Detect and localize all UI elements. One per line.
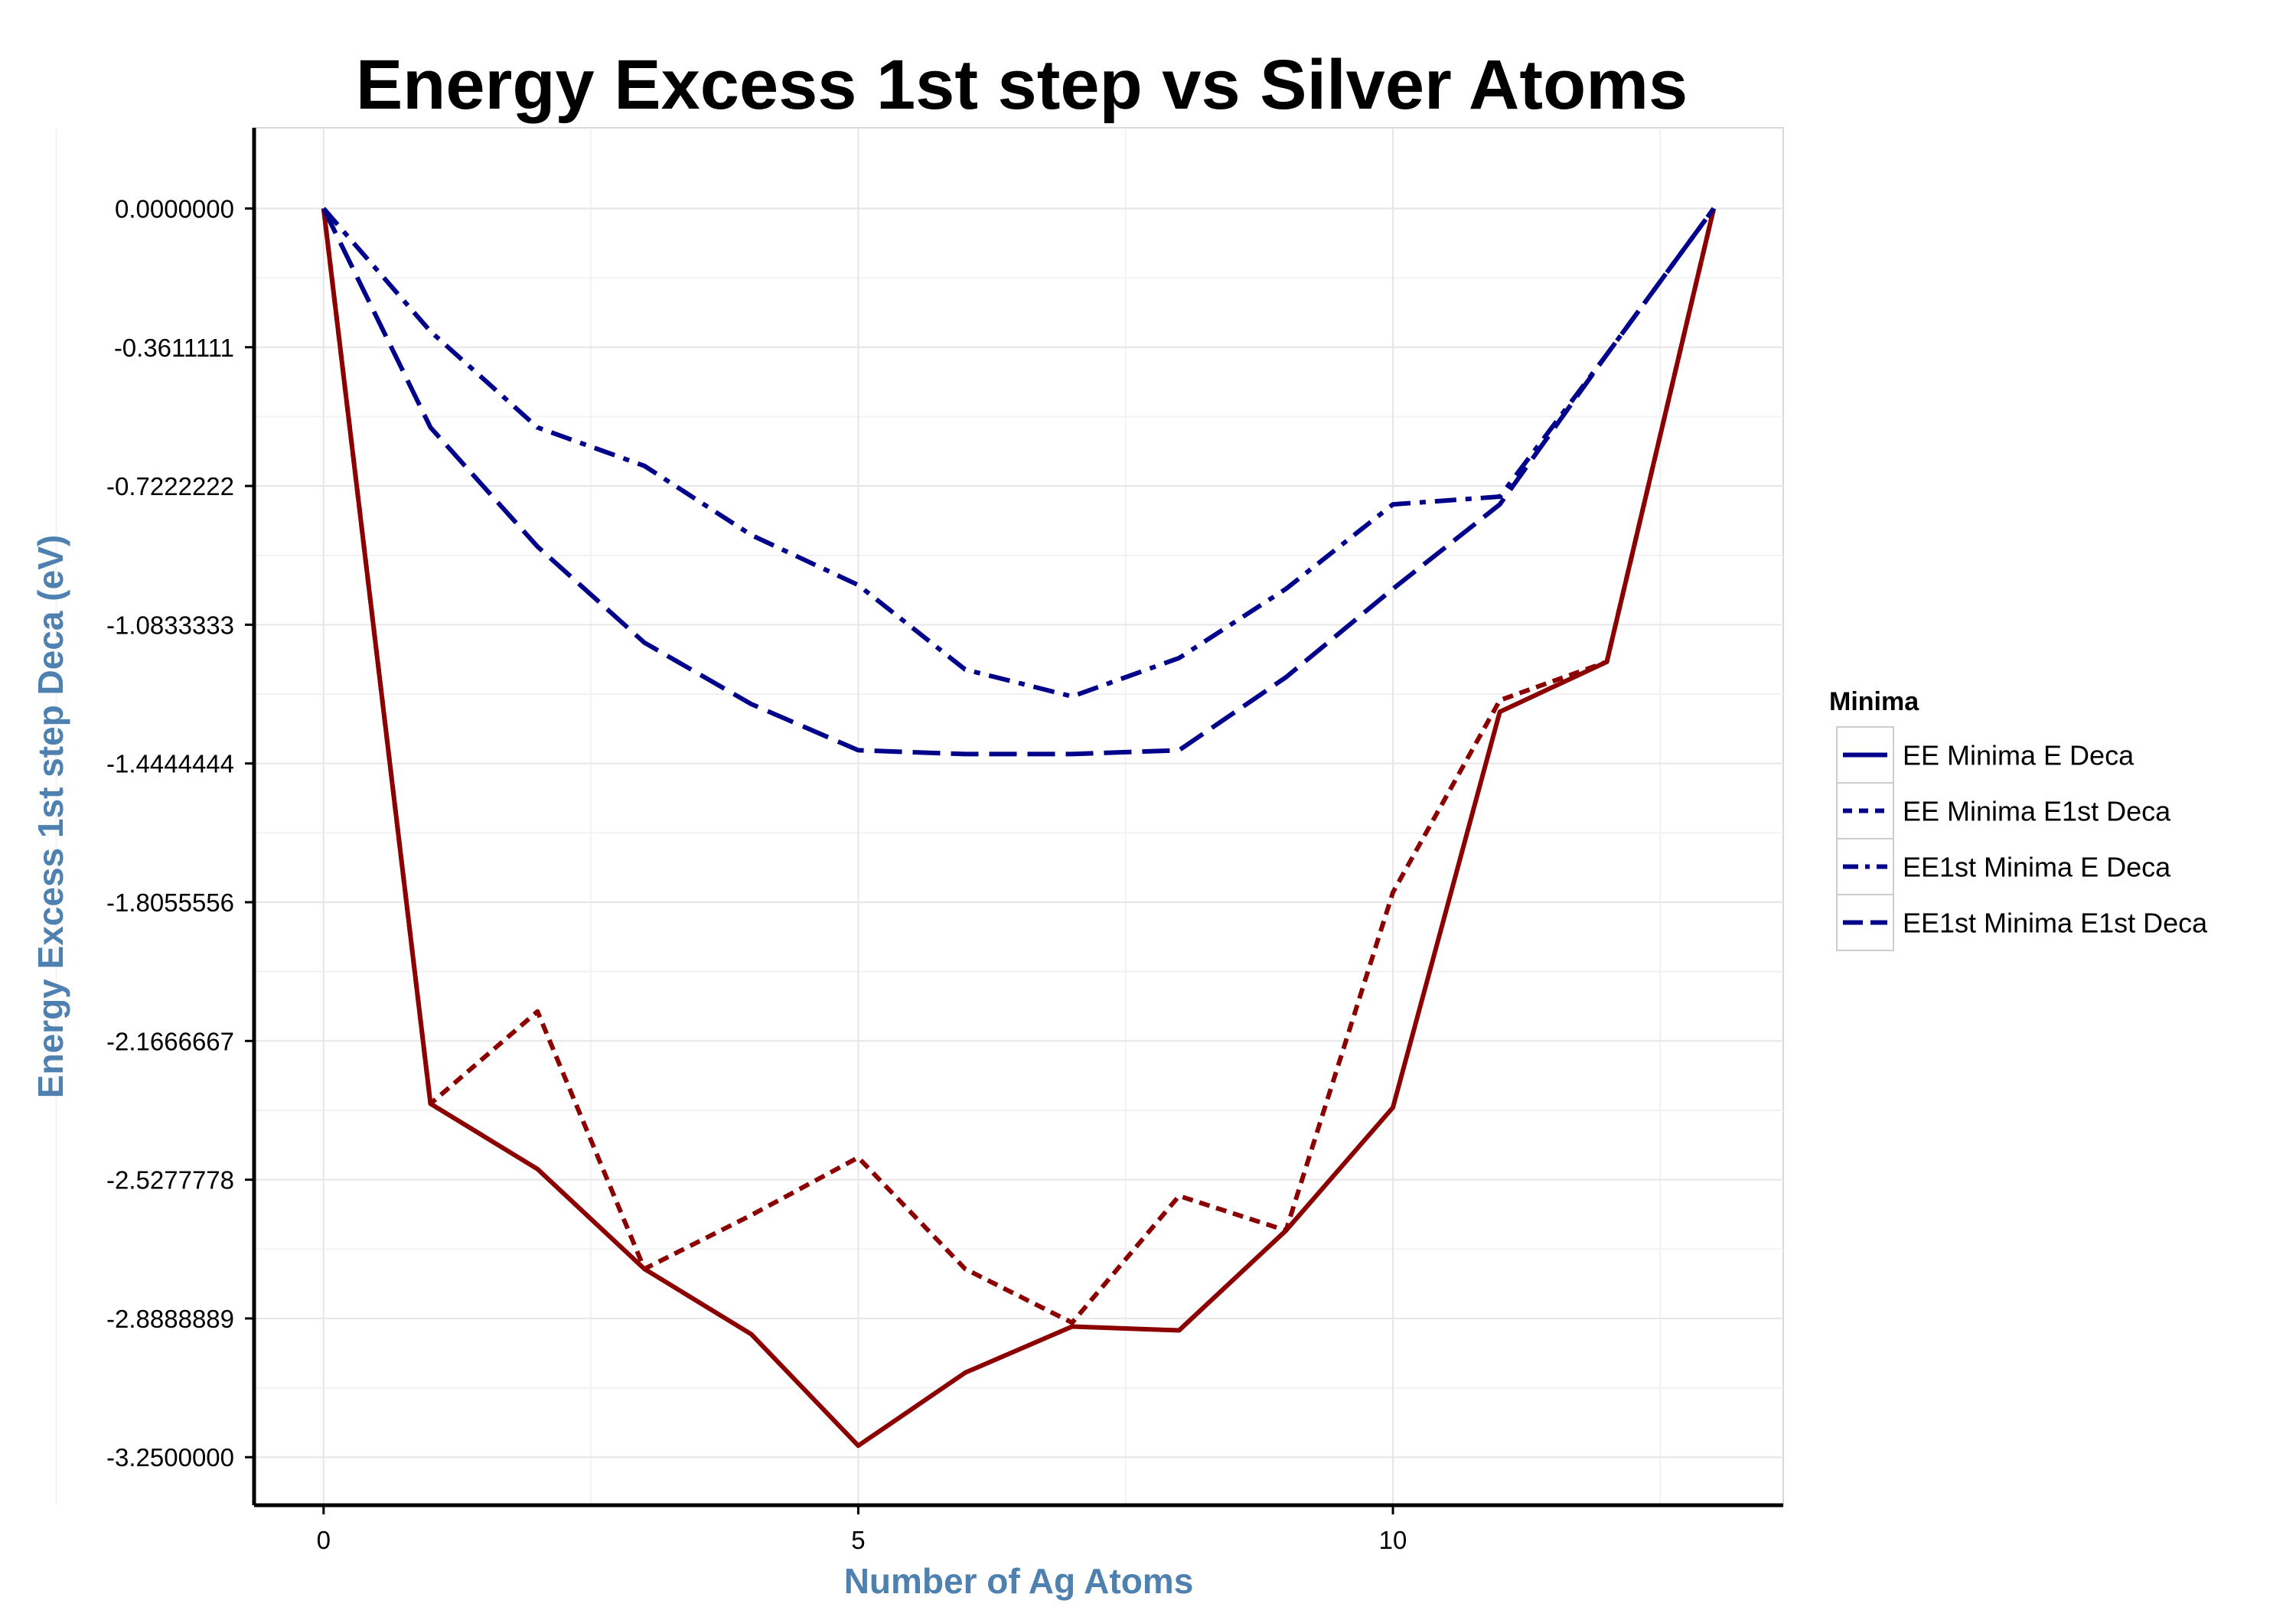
plot-panel: [55, 127, 1784, 1508]
y-tick-label: -1.8055556: [106, 888, 234, 917]
chart-title: Energy Excess 1st step vs Silver Atoms: [356, 46, 1688, 124]
legend-item: EE1st Minima E1st Deca: [1836, 894, 2208, 951]
y-tick-label: -0.3611111: [114, 334, 234, 362]
y-tick-label: -2.5277778: [106, 1166, 234, 1195]
y-axis-ticks: 0.0000000 -0.3611111 -0.7222222 -1.0833333 -…: [106, 194, 254, 1472]
minor-gridlines: [55, 128, 1783, 1505]
y-tick-label: -1.4444444: [106, 750, 234, 778]
legend-item: EE Minima E1st Deca: [1836, 782, 2171, 839]
series-line-1: [321, 207, 1717, 1449]
x-axis-title: Number of Ag Atoms: [844, 1561, 1194, 1601]
y-tick-label: -2.8888889: [106, 1305, 234, 1333]
plot-background: [253, 127, 1784, 1506]
x-tick-label: 0: [317, 1526, 331, 1554]
series-line-4: [321, 207, 1716, 757]
series-line-3: [321, 207, 1716, 699]
y-tick-label: -2.1666667: [106, 1027, 234, 1055]
y-tick-label: 0.0000000: [115, 194, 234, 223]
legend: Minima EE Minima E Deca EE Minima E1st De…: [1829, 687, 2208, 951]
legend-label: EE1st Minima E Deca: [1903, 852, 2171, 883]
y-tick-label: -0.7222222: [106, 472, 234, 500]
legend-items: EE Minima E Deca EE Minima E1st Deca EE1st…: [1836, 726, 2208, 951]
legend-label: EE1st Minima E1st Deca: [1903, 908, 2208, 939]
y-tick-label: -3.2500000: [106, 1443, 234, 1472]
legend-label: EE Minima E Deca: [1903, 740, 2135, 771]
legend-item: EE1st Minima E Deca: [1836, 838, 2171, 895]
legend-item: EE Minima E Deca: [1836, 726, 2135, 784]
y-axis-title: Energy Excess 1st step Deca (eV): [31, 535, 70, 1098]
legend-label: EE Minima E1st Deca: [1903, 796, 2171, 827]
x-tick-label: 10: [1379, 1526, 1407, 1554]
major-gridlines: [254, 128, 1783, 1505]
x-tick-label: 5: [851, 1526, 865, 1554]
x-axis-ticks: 0 5 10: [317, 1505, 1407, 1554]
y-tick-label: -1.0833333: [106, 611, 234, 639]
legend-title: Minima: [1829, 687, 1919, 716]
series-lines: [321, 207, 1717, 1449]
